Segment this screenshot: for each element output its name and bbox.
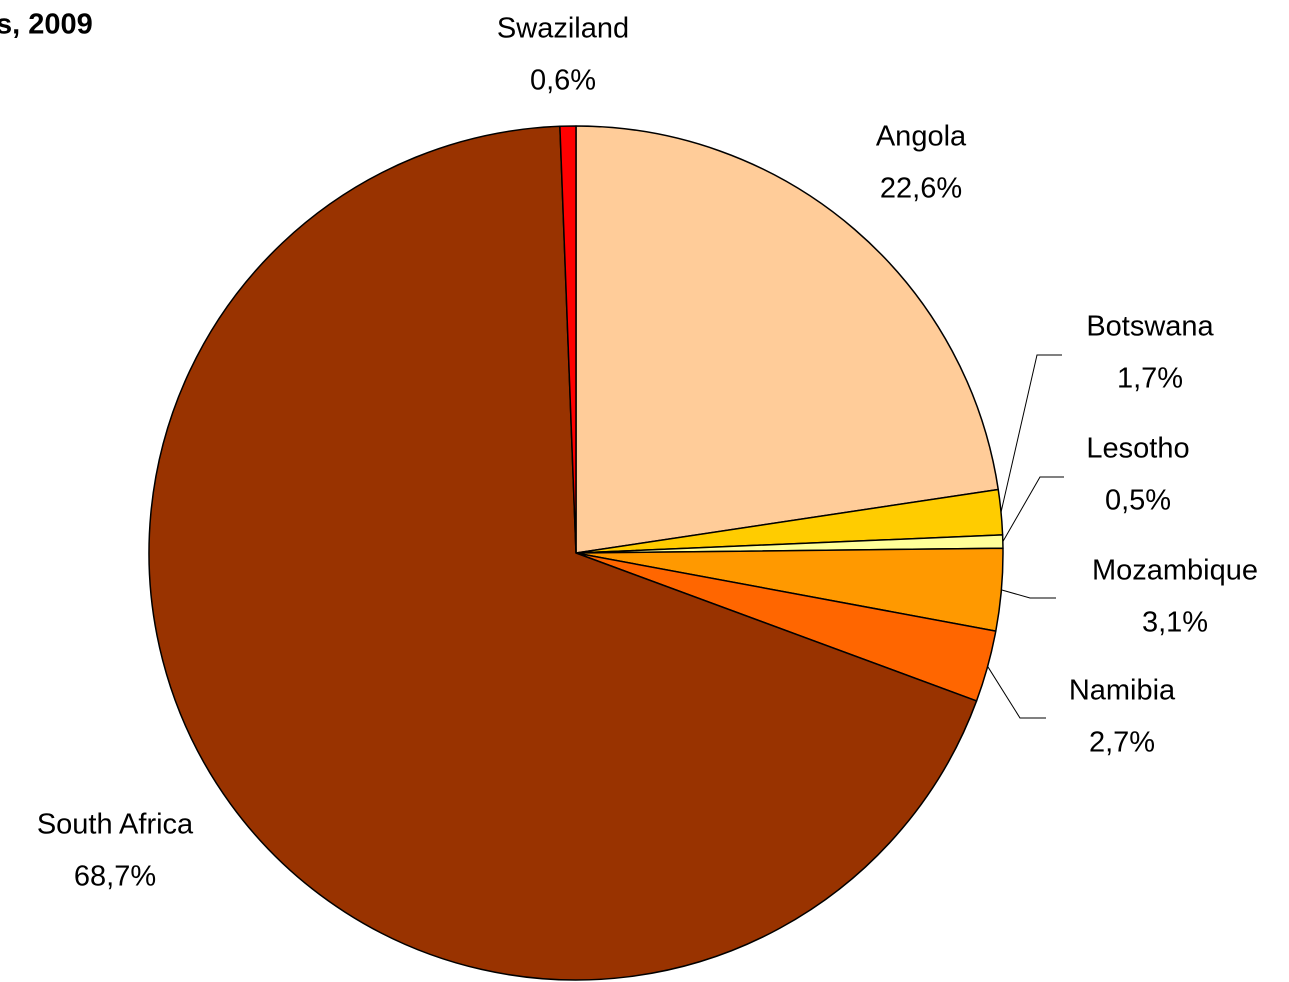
leader-line (1000, 354, 1062, 513)
chart-title: s, 2009 (0, 9, 93, 41)
pie-slice (559, 125, 577, 554)
slice-label: Mozambique (1092, 555, 1258, 587)
slice-label: Angola (876, 121, 967, 153)
slice-value-label: 2,7% (1089, 727, 1155, 759)
slice-label: Namibia (1069, 675, 1176, 707)
slice-label: Swaziland (497, 13, 629, 45)
pie-slice (575, 125, 999, 554)
leader-line (987, 666, 1046, 719)
slice-label: South Africa (37, 809, 194, 841)
slice-label: Botswana (1086, 311, 1214, 343)
slice-label: Lesotho (1086, 433, 1189, 465)
slice-value-label: 3,1% (1142, 607, 1208, 639)
pie-slice (148, 125, 978, 981)
slice-value-label: 1,7% (1117, 363, 1183, 395)
slice-value-label: 0,6% (530, 65, 596, 97)
leader-line (1002, 476, 1064, 542)
slice-value-label: 68,7% (74, 861, 156, 893)
leader-line (1001, 589, 1056, 599)
slice-value-label: 22,6% (880, 173, 962, 205)
slice-value-label: 0,5% (1105, 485, 1171, 517)
